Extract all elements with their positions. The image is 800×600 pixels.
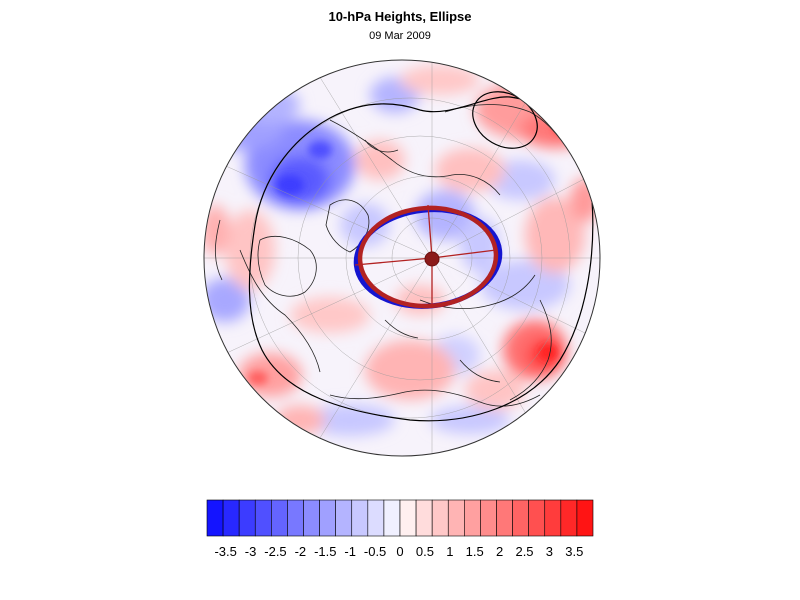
colorbar-swatch [464,499,481,537]
center-marker [424,251,440,267]
colorbar-swatch [303,499,320,537]
colorbar-swatch [528,499,546,537]
colorbar-swatch [335,499,353,537]
colorbar-tick-label: 0.5 [416,544,434,559]
ellipse-red [357,205,499,309]
colorbar-tick-label: -0.5 [364,544,386,559]
colorbar-swatch [206,499,224,537]
colorbar-tick-label: -2 [295,544,307,559]
colorbar-swatch [287,499,304,537]
colorbar-tick-label: -2.5 [264,544,286,559]
colorbar-swatch [544,499,562,537]
colorbar-swatch [319,499,336,537]
map-date: 09 Mar 2009 [369,30,431,42]
colorbar-swatch [576,499,594,537]
colorbar-swatch [254,499,272,537]
colorbar-swatch [383,499,401,537]
colorbar-tick-label: 3.5 [565,544,583,559]
globe-outline [203,59,601,457]
colorbar-swatch [560,499,578,537]
colorbar-swatch [415,499,433,537]
colorbar-swatch [367,499,385,537]
colorbar-tick-label: 1.5 [466,544,484,559]
colorbar-swatch [512,499,529,537]
colorbar-swatch [447,499,465,537]
colorbar-tick-label: -3.5 [214,544,236,559]
polar-map [203,59,601,457]
colorbar-swatch [238,499,256,537]
coastlines [214,104,566,407]
colorbar-tick-label: 2.5 [515,544,533,559]
colorbar-tick-label: -3 [245,544,257,559]
colorbar-swatch [399,499,417,537]
colorbar-swatch [271,499,288,537]
colorbar-swatch [431,499,449,537]
graticule [204,60,600,456]
colorbar-tick-label: -1.5 [314,544,336,559]
height-contour [248,96,594,422]
colorbar-swatches [206,499,594,537]
colorbar-labels: -3.5 -3 -2.5 -2 -1.5 -1 -0.5 0 0.5 1 1.5 2 2.5 3 3.5 [214,544,583,559]
map-title: 10-hPa Heights, Ellipse [328,9,472,24]
colorbar-swatch [351,499,369,537]
colorbar-tick-label: 0 [396,544,403,559]
colorbar-tick-label: -1 [344,544,356,559]
colorbar-swatch [496,499,513,537]
colorbar-tick-label: 1 [446,544,453,559]
colorbar-tick-label: 2 [496,544,503,559]
colorbar-tick-label: 3 [546,544,553,559]
colorbar-swatch [222,499,240,537]
colorbar-swatch [480,499,497,537]
